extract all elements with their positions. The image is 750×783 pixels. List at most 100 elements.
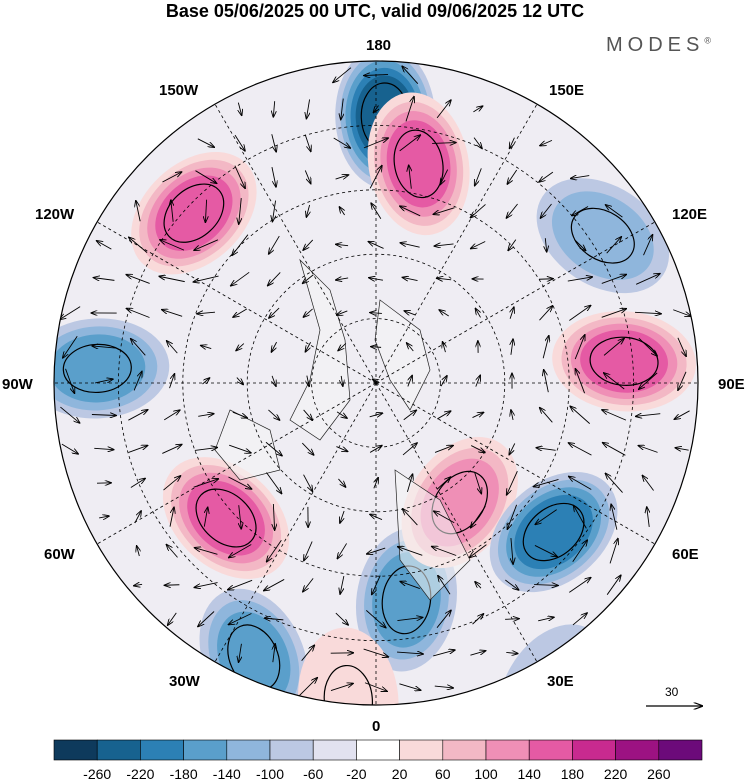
colorbar-tick-label: 220 — [603, 766, 628, 782]
wind-arrow-icon — [569, 306, 590, 321]
wind-arrow-icon — [303, 578, 314, 591]
wind-arrow-icon — [373, 379, 380, 383]
wind-arrow-icon — [271, 167, 276, 187]
wind-arrow-icon — [94, 448, 113, 449]
wind-arrow-icon — [130, 478, 145, 488]
wind-arrow-icon — [572, 613, 587, 626]
wind-arrow-icon — [506, 203, 518, 218]
lon-label-0: 0 — [372, 718, 381, 735]
wind-arrow-icon — [169, 374, 175, 389]
wind-arrow-icon — [232, 411, 247, 418]
wind-arrow-icon — [369, 278, 384, 280]
wind-arrow-icon — [605, 473, 623, 493]
wind-arrow-icon — [436, 100, 451, 119]
wind-arrow-icon — [471, 204, 486, 217]
wind-arrow-icon — [193, 479, 219, 488]
anomaly-contour — [514, 494, 593, 570]
wind-arrow-icon — [366, 610, 385, 627]
lon-label-150w: 150W — [159, 82, 199, 99]
wind-arrow-icon — [571, 176, 590, 179]
wind-arrow-icon — [193, 275, 219, 282]
latitude-circle — [311, 318, 441, 448]
wind-arrow-icon — [475, 375, 480, 387]
wind-arrow-icon — [133, 372, 142, 391]
wind-arrow-icon — [403, 410, 417, 421]
wind-arrow-icon — [572, 540, 588, 563]
wind-arrow-icon — [675, 448, 689, 450]
wind-arrow-icon — [473, 106, 482, 113]
wind-arrow-icon — [434, 686, 453, 688]
wind-arrow-icon — [305, 342, 311, 352]
wind-arrow-icon — [372, 575, 381, 595]
wind-arrow-icon — [540, 203, 552, 218]
wind-arrow-icon — [129, 237, 148, 253]
wind-arrow-icon — [603, 339, 624, 356]
wind-arrow-icon — [405, 97, 414, 122]
lon-label-120e: 120E — [672, 206, 708, 223]
colorbar-swatch — [399, 739, 444, 761]
wind-arrow-icon — [301, 645, 315, 661]
wind-arrow-icon — [273, 503, 274, 530]
wind-arrow-icon — [134, 511, 141, 524]
wind-arrow-icon — [337, 543, 347, 558]
wind-arrow-icon — [606, 575, 621, 595]
wind-arrow-icon — [239, 505, 242, 529]
wind-arrow-icon — [265, 441, 282, 455]
wind-arrow-icon — [510, 307, 514, 319]
wind-arrow-icon — [95, 379, 113, 384]
colorbar-tick-label: -60 — [303, 766, 324, 782]
wind-arrow-icon — [542, 336, 549, 359]
wind-arrow-icon — [636, 414, 661, 417]
wind-arrow-icon — [273, 644, 275, 663]
coastline — [214, 409, 281, 481]
wind-arrow-icon — [160, 240, 185, 251]
wind-arrow-icon — [574, 506, 587, 529]
wind-arrow-icon — [303, 274, 314, 284]
wind-arrow-icon — [533, 479, 559, 486]
wind-arrow-icon — [601, 275, 626, 284]
wind-arrow-icon — [165, 585, 180, 586]
wind-arrow-icon — [201, 345, 212, 348]
wind-arrow-icon — [264, 579, 285, 590]
anomaly-contour — [155, 175, 233, 251]
wind-arrow-icon — [99, 516, 109, 518]
wind-arrow-icon — [673, 309, 691, 316]
wind-arrow-icon — [61, 443, 78, 454]
wind-arrow-icon — [402, 443, 417, 456]
wind-arrow-icon — [91, 414, 116, 415]
wind-arrow-icon — [611, 504, 618, 530]
wind-arrow-icon — [434, 511, 455, 524]
wind-arrow-icon — [363, 648, 389, 657]
colorbar-tick-label: 20 — [391, 766, 408, 782]
wind-arrow-icon — [128, 446, 148, 453]
colorbar-tick-label: 140 — [517, 766, 541, 782]
wind-arrow-icon — [634, 312, 661, 313]
wind-arrow-icon — [507, 504, 518, 529]
wind-arrow-icon — [475, 582, 482, 589]
wind-arrow-icon — [606, 237, 622, 254]
wind-arrow-icon — [268, 272, 281, 285]
wind-arrow-icon — [233, 308, 248, 317]
wind-arrow-icon — [267, 540, 282, 561]
wind-arrow-icon — [338, 478, 345, 487]
wind-arrow-icon — [363, 138, 388, 149]
colorbar-tick-label: 180 — [560, 766, 585, 782]
wind-arrow-icon — [94, 278, 115, 281]
colorbar-swatch — [615, 739, 660, 761]
wind-arrow-icon — [475, 168, 482, 185]
wind-arrow-icon — [567, 277, 592, 282]
wind-arrow-icon — [336, 278, 349, 280]
wind-arrow-icon — [403, 509, 418, 526]
reference-vector-label: 30 — [665, 685, 679, 699]
wind-arrow-icon — [402, 277, 418, 280]
wind-arrow-icon — [162, 445, 181, 454]
wind-arrow-icon — [303, 474, 313, 492]
wind-arrow-icon — [539, 306, 552, 321]
wind-arrow-icon — [407, 343, 414, 352]
wind-arrow-icon — [402, 66, 419, 85]
modes-logo: MODES® — [606, 34, 711, 57]
wind-arrow-icon — [642, 476, 654, 491]
wind-arrow-icon — [229, 544, 252, 557]
wind-arrow-icon — [432, 143, 456, 144]
wind-arrow-icon — [510, 137, 515, 149]
